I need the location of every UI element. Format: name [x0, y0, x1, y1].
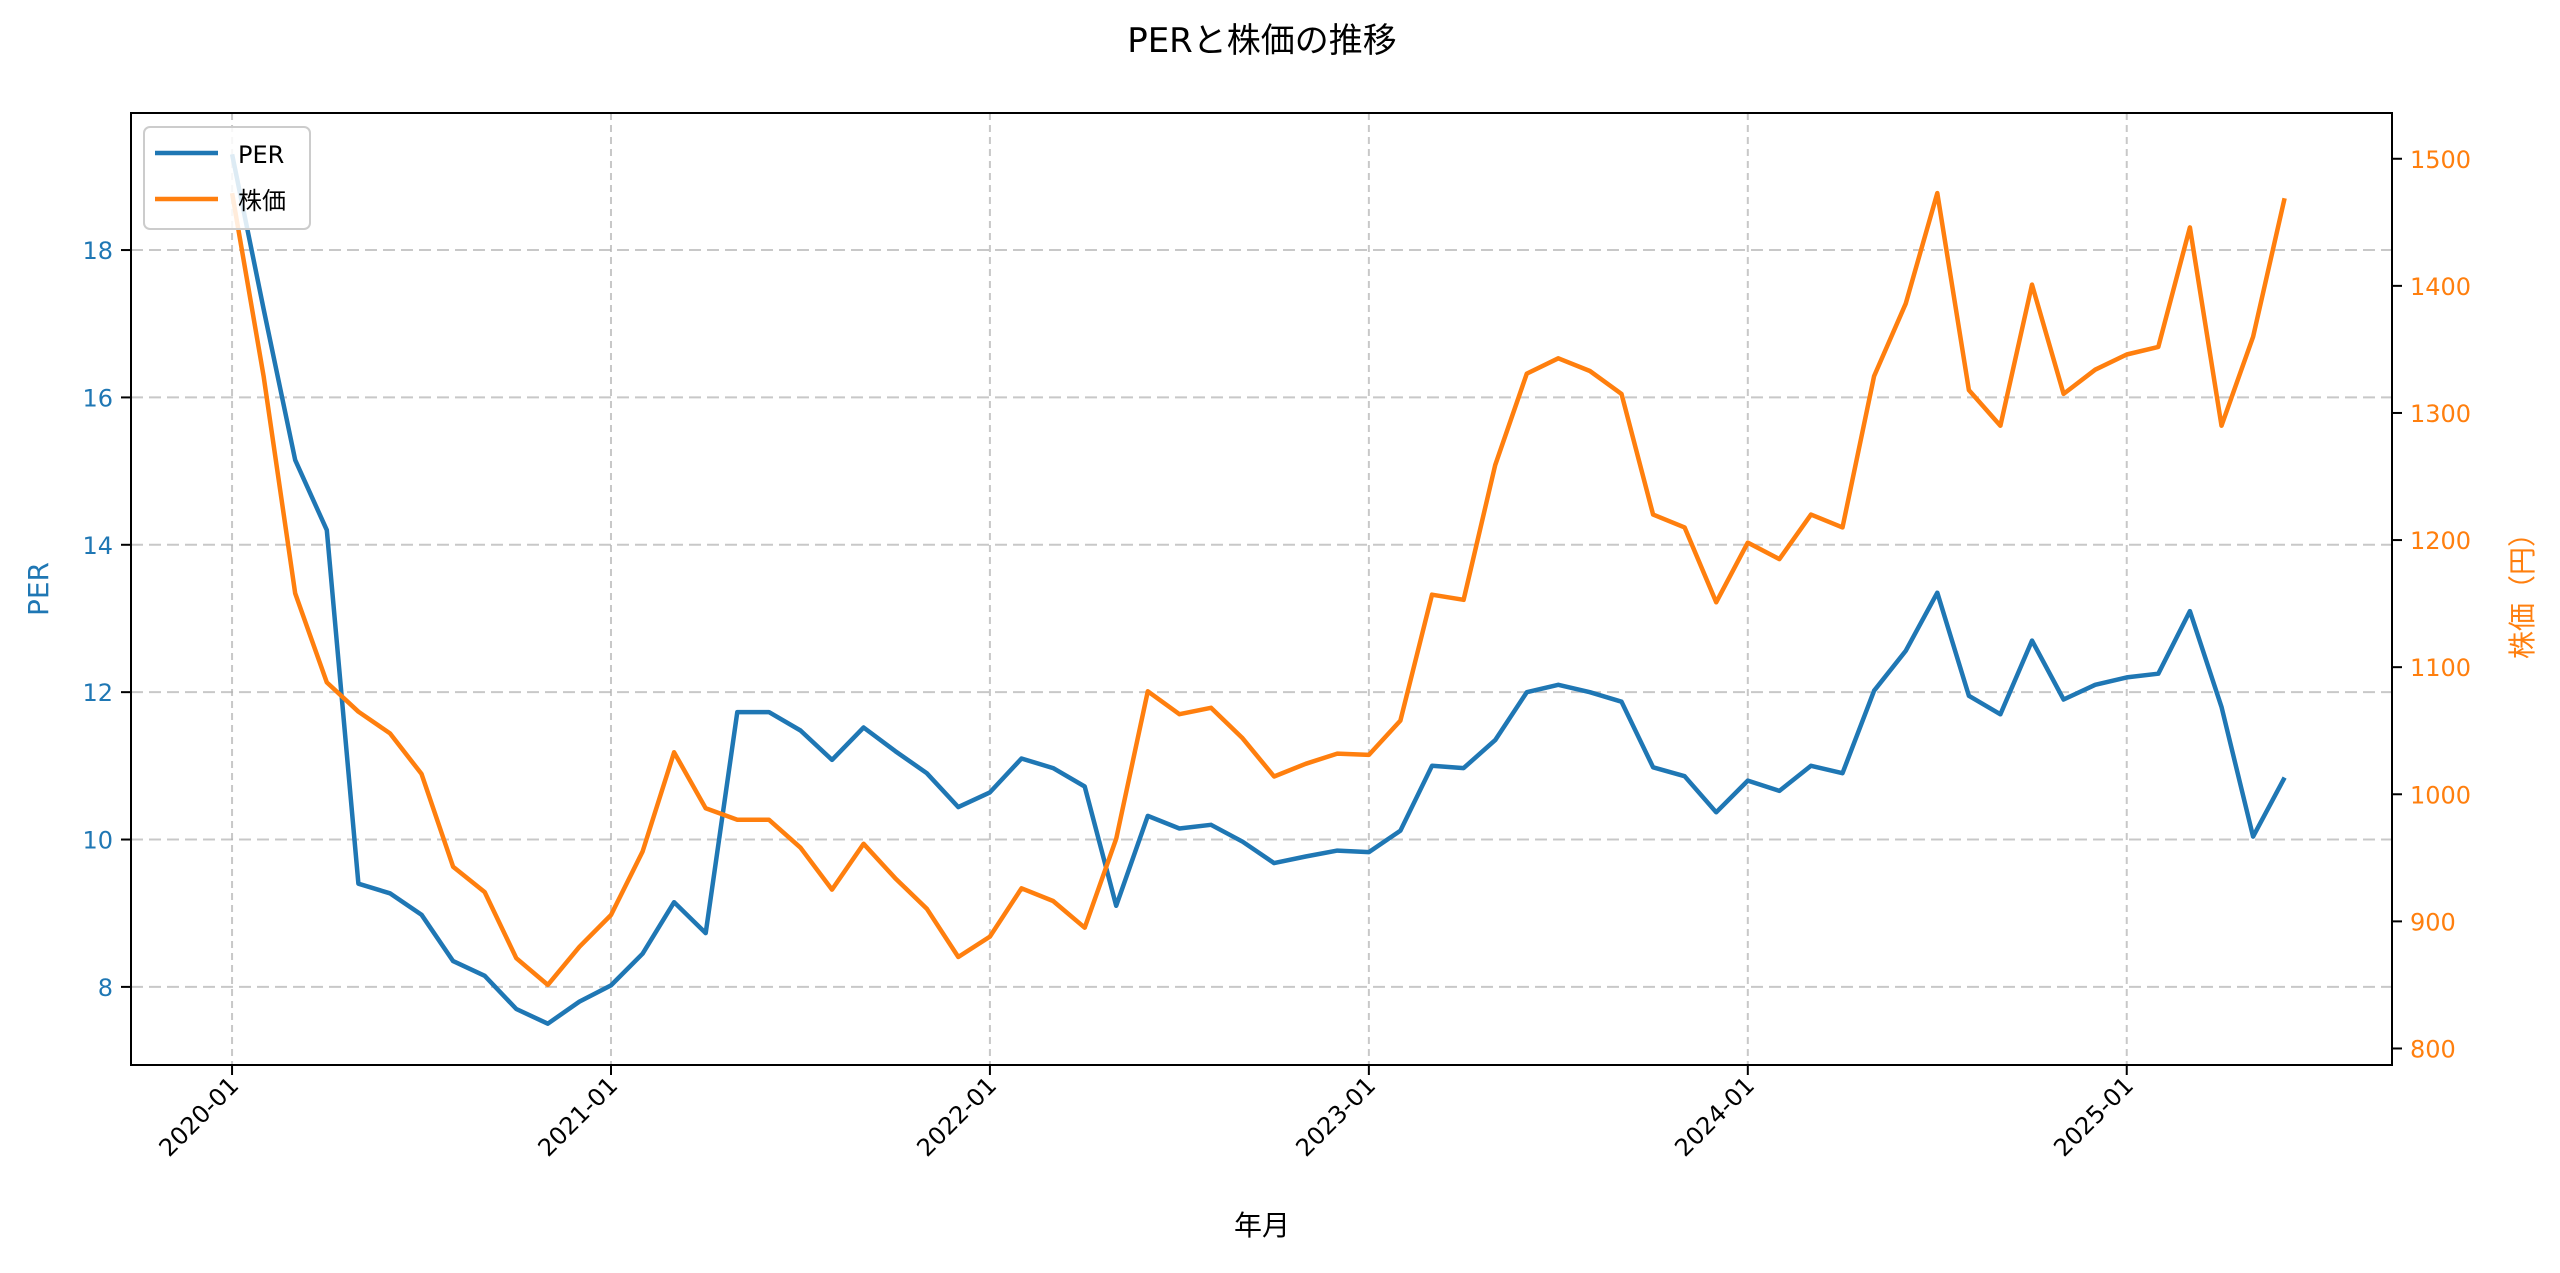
x-tick-label: 2023-01 [1290, 1071, 1381, 1162]
per-line [229, 153, 2287, 1026]
right-tick-label: 1200 [2410, 527, 2471, 555]
left-tick-label: 18 [82, 237, 113, 265]
left-tick-label: 8 [98, 974, 113, 1002]
x-tick-label: 2024-01 [1669, 1071, 1760, 1162]
left-tick-label: 12 [82, 679, 113, 707]
chart-title: PERと株価の推移 [1127, 21, 1397, 61]
right-tick-label: 1300 [2410, 400, 2471, 428]
grid [131, 113, 2392, 1065]
x-axis-ticks: 2020-01 2021-01 2022-01 2023-01 2024-01 2025-… [154, 1065, 2139, 1162]
right-tick-label: 900 [2410, 908, 2456, 936]
left-tick-label: 16 [82, 384, 113, 412]
x-tick-label: 2021-01 [533, 1071, 624, 1162]
right-tick-label: 1100 [2410, 654, 2471, 682]
series-lines [229, 153, 2287, 1026]
right-tick-label: 800 [2410, 1035, 2456, 1063]
legend: PER 株価 [143, 126, 311, 230]
legend-label-per: PER [238, 141, 284, 169]
legend-label-price: 株価 [238, 187, 286, 215]
plot-frame [130, 112, 2393, 1066]
x-tick-label: 2020-01 [154, 1071, 245, 1162]
right-tick-label: 1000 [2410, 781, 2471, 809]
right-tick-label: 1400 [2410, 273, 2471, 301]
price-line [229, 190, 2287, 988]
left-axis-ticks: 8 10 12 14 16 18 [82, 237, 131, 1002]
right-axis-ticks: 800 900 1000 1100 1200 1300 1400 1500 [2392, 146, 2471, 1063]
right-axis-label: 株価（円） [2506, 519, 2539, 659]
left-tick-label: 10 [82, 827, 113, 855]
right-tick-label: 1500 [2410, 146, 2471, 174]
x-tick-label: 2022-01 [911, 1071, 1002, 1162]
x-axis-label: 年月 [1234, 1209, 1290, 1242]
x-tick-label: 2025-01 [2048, 1071, 2139, 1162]
left-axis-label: PER [22, 562, 55, 616]
left-tick-label: 14 [82, 532, 113, 560]
